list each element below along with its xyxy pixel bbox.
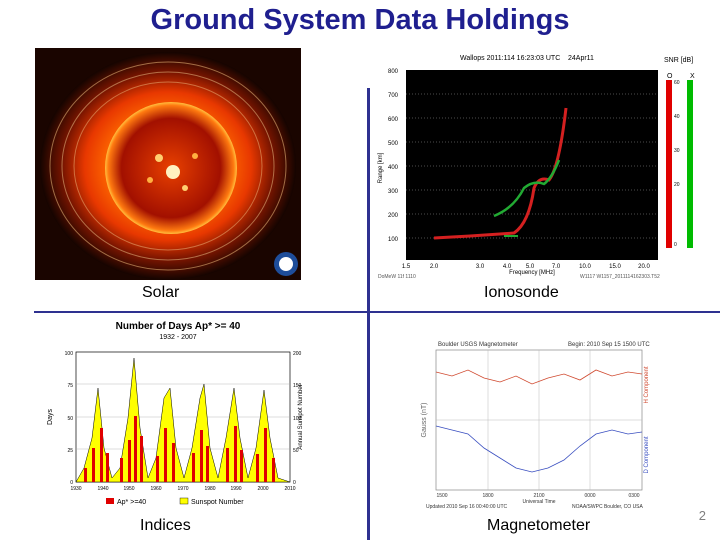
indices-plot: Number of Days Ap* >= 40 1932 - 2007 bbox=[44, 318, 306, 508]
svg-text:1990: 1990 bbox=[230, 486, 241, 492]
svg-text:30: 30 bbox=[674, 148, 680, 154]
svg-text:50: 50 bbox=[67, 416, 73, 422]
svg-text:600: 600 bbox=[388, 117, 399, 123]
o-snr-colorbar bbox=[666, 80, 672, 248]
ionosonde-ylabel: Range [km] bbox=[378, 152, 384, 183]
page-number: 2 bbox=[698, 508, 706, 523]
indices-ylabel: Days bbox=[47, 409, 54, 425]
svg-text:1930: 1930 bbox=[70, 486, 81, 492]
svg-text:3.0: 3.0 bbox=[476, 264, 485, 270]
svg-text:400: 400 bbox=[388, 165, 399, 171]
svg-text:4.0: 4.0 bbox=[503, 264, 512, 270]
svg-text:0: 0 bbox=[674, 242, 677, 248]
d-component-label: D Component bbox=[644, 436, 650, 473]
ionosonde-date: 24Apr11 bbox=[568, 55, 594, 62]
svg-text:1980: 1980 bbox=[204, 486, 215, 492]
svg-text:800: 800 bbox=[388, 69, 399, 75]
svg-text:200: 200 bbox=[293, 351, 302, 357]
svg-text:2100: 2100 bbox=[533, 493, 544, 499]
ionosonde-footer-left: DoMeW 11f 1110 bbox=[378, 274, 416, 280]
ionosonde-footer-right: W1117 W1157_2011114162303.T52 bbox=[580, 274, 660, 280]
svg-text:100: 100 bbox=[65, 351, 74, 357]
svg-text:300: 300 bbox=[388, 189, 399, 195]
solar-caption: Solar bbox=[142, 284, 180, 301]
svg-text:0: 0 bbox=[293, 480, 296, 486]
ionosonde-header: Wallops 2011:114 16:23:03 UTC bbox=[460, 55, 560, 62]
ap-days-series bbox=[84, 416, 275, 482]
x-label: X bbox=[690, 73, 695, 80]
d-component-trace bbox=[435, 425, 643, 473]
indices-ylabel-right: Annual Sunspot Number bbox=[298, 384, 304, 449]
solar-image bbox=[35, 48, 301, 280]
solar-corona-image bbox=[35, 48, 301, 280]
ionosonde-xlabel: Frequency [MHz] bbox=[509, 270, 555, 276]
ionosonde-caption: Ionosonde bbox=[484, 284, 559, 301]
svg-text:1.5: 1.5 bbox=[402, 264, 411, 270]
svg-text:0000: 0000 bbox=[584, 493, 595, 499]
magnetometer-footer-left: Updated 2010 Sep 16 00:40:00 UTC bbox=[426, 504, 508, 510]
h-component-trace bbox=[435, 369, 643, 385]
magnetometer-plot: Boulder USGS Magnetometer Begin: 2010 Se… bbox=[412, 330, 670, 510]
vertical-divider bbox=[367, 88, 370, 540]
ionogram-plot-area bbox=[406, 70, 658, 260]
svg-text:1960: 1960 bbox=[150, 486, 161, 492]
h-component-label: H Component bbox=[644, 366, 650, 403]
indices-caption: Indices bbox=[140, 517, 191, 534]
legend-sunspot-label: Sunspot Number bbox=[191, 499, 244, 506]
svg-text:1940: 1940 bbox=[97, 486, 108, 492]
magnetometer-footer-right: NOAA/SWPC Boulder, CO USA bbox=[572, 504, 644, 510]
magnetometer-header-right: Begin: 2010 Sep 15 1500 UTC bbox=[568, 342, 650, 348]
svg-text:10.0: 10.0 bbox=[579, 264, 591, 270]
svg-text:75: 75 bbox=[67, 383, 73, 389]
magnetometer-caption: Magnetometer bbox=[487, 517, 591, 534]
svg-text:20: 20 bbox=[674, 182, 680, 188]
svg-text:2010: 2010 bbox=[284, 486, 295, 492]
o-label: O bbox=[667, 73, 673, 80]
svg-text:60: 60 bbox=[674, 80, 680, 86]
magnetometer-header-left: Boulder USGS Magnetometer bbox=[438, 342, 518, 348]
svg-text:1950: 1950 bbox=[123, 486, 134, 492]
indices-chart-subtitle: 1932 - 2007 bbox=[159, 334, 196, 341]
svg-text:0300: 0300 bbox=[628, 493, 639, 499]
svg-text:200: 200 bbox=[388, 213, 399, 219]
svg-text:2000: 2000 bbox=[257, 486, 268, 492]
svg-text:700: 700 bbox=[388, 93, 399, 99]
svg-text:0: 0 bbox=[70, 480, 73, 486]
svg-text:1800: 1800 bbox=[482, 493, 493, 499]
svg-text:100: 100 bbox=[388, 237, 399, 243]
magnetometer-xlabel: Universal Time bbox=[522, 499, 555, 505]
svg-text:2.0: 2.0 bbox=[430, 264, 439, 270]
svg-text:40: 40 bbox=[674, 114, 680, 120]
snr-label: SNR [dB] bbox=[664, 57, 693, 64]
svg-text:25: 25 bbox=[67, 448, 73, 454]
svg-text:5.0: 5.0 bbox=[526, 264, 535, 270]
x-snr-colorbar bbox=[687, 80, 693, 248]
svg-text:500: 500 bbox=[388, 141, 399, 147]
indices-chart-title: Number of Days Ap* >= 40 bbox=[116, 321, 241, 332]
slide-title: Ground System Data Holdings bbox=[150, 4, 570, 36]
svg-text:7.0: 7.0 bbox=[552, 264, 561, 270]
legend-ap-swatch bbox=[106, 498, 114, 504]
indices-chart: Number of Days Ap* >= 40 1932 - 2007 bbox=[44, 318, 306, 508]
magnetometer-ylabel: Gauss (nT) bbox=[421, 402, 428, 437]
legend-ap-label: Ap* >=40 bbox=[117, 499, 146, 506]
magnetometer-chart: Boulder USGS Magnetometer Begin: 2010 Se… bbox=[412, 330, 670, 510]
svg-text:1970: 1970 bbox=[177, 486, 188, 492]
svg-text:15.0: 15.0 bbox=[609, 264, 621, 270]
horizontal-divider bbox=[34, 311, 720, 313]
ionogram: Wallops 2011:114 16:23:03 UTC 24Apr11 SN… bbox=[374, 48, 700, 280]
svg-text:100: 100 bbox=[293, 416, 302, 422]
svg-text:1500: 1500 bbox=[436, 493, 447, 499]
legend-sunspot-swatch bbox=[179, 497, 189, 505]
svg-text:150: 150 bbox=[293, 383, 302, 389]
ionogram-plot: Wallops 2011:114 16:23:03 UTC 24Apr11 SN… bbox=[374, 48, 700, 280]
svg-text:50: 50 bbox=[293, 448, 299, 454]
svg-text:20.0: 20.0 bbox=[638, 264, 650, 270]
